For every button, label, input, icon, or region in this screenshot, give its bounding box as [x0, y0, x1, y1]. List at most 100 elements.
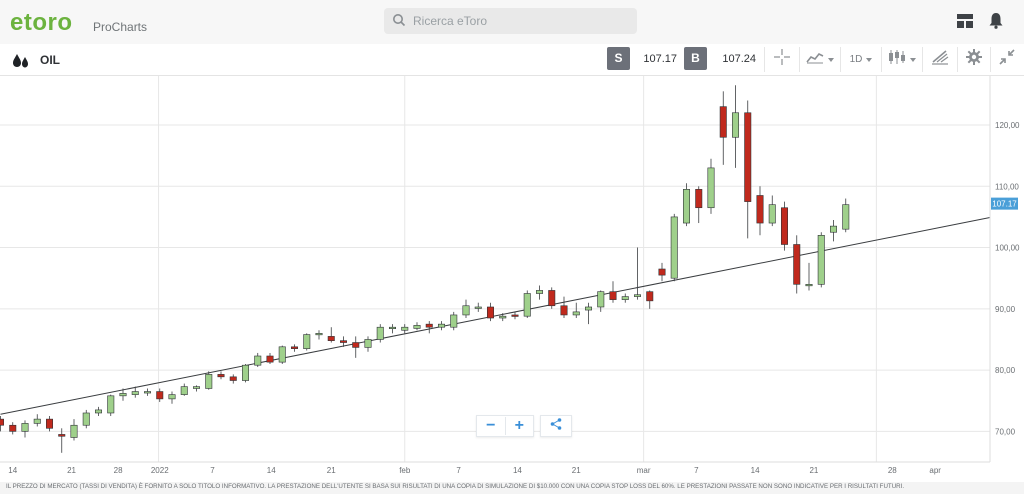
- candle[interactable]: [474, 302, 482, 312]
- candle[interactable]: [0, 416, 5, 432]
- timeframe-dropdown[interactable]: 1D: [840, 47, 881, 72]
- candle[interactable]: [842, 198, 850, 233]
- candle[interactable]: [658, 262, 666, 282]
- candle[interactable]: [303, 333, 311, 351]
- candle-body: [131, 391, 139, 395]
- candle[interactable]: [731, 85, 739, 168]
- etoro-logo[interactable]: etoro: [10, 9, 73, 36]
- candle[interactable]: [266, 352, 274, 364]
- candle-body: [719, 106, 727, 138]
- candle-body: [388, 326, 396, 330]
- candle[interactable]: [486, 302, 494, 322]
- candle[interactable]: [352, 336, 360, 358]
- candle[interactable]: [168, 391, 176, 404]
- candle[interactable]: [425, 321, 433, 334]
- candle-body: [315, 333, 323, 336]
- candle[interactable]: [180, 383, 188, 396]
- candle[interactable]: [95, 406, 103, 417]
- crosshair-button[interactable]: [764, 47, 799, 72]
- candle[interactable]: [327, 327, 335, 343]
- candle[interactable]: [229, 374, 237, 384]
- search-input[interactable]: Ricerca eToro: [384, 8, 637, 34]
- candle[interactable]: [242, 363, 250, 383]
- candle[interactable]: [450, 311, 458, 331]
- x-tick-label: mar: [637, 466, 651, 475]
- buy-button[interactable]: B: [684, 47, 707, 70]
- candle[interactable]: [401, 324, 409, 334]
- candle[interactable]: [217, 371, 225, 380]
- candle[interactable]: [45, 416, 53, 432]
- candle[interactable]: [535, 285, 543, 300]
- candle[interactable]: [388, 324, 396, 334]
- drawing-tools-button[interactable]: [922, 47, 957, 72]
- candle[interactable]: [548, 287, 556, 309]
- x-tick-label: 14: [267, 466, 276, 475]
- candle[interactable]: [315, 330, 323, 340]
- settings-button[interactable]: [957, 47, 990, 72]
- candles-dropdown[interactable]: [881, 47, 922, 72]
- candle[interactable]: [633, 247, 641, 300]
- candle[interactable]: [584, 302, 592, 325]
- candle[interactable]: [499, 313, 507, 322]
- chart-canvas[interactable]: 120,00 110,00 100,00 90,00 80,00 70,00 14 21 28 2…: [0, 76, 1024, 482]
- drawing-tools-icon: [931, 49, 949, 70]
- candle[interactable]: [144, 388, 152, 396]
- candle[interactable]: [744, 100, 752, 239]
- candle[interactable]: [817, 232, 825, 288]
- candle[interactable]: [707, 158, 715, 214]
- share-button[interactable]: [540, 415, 572, 437]
- candle[interactable]: [278, 345, 286, 364]
- candle[interactable]: [511, 311, 519, 320]
- candle[interactable]: [376, 324, 384, 343]
- candle[interactable]: [695, 186, 703, 224]
- candle[interactable]: [82, 409, 90, 429]
- sell-button[interactable]: S: [607, 47, 630, 70]
- candle[interactable]: [682, 183, 690, 227]
- price-chart[interactable]: 120,00 110,00 100,00 90,00 80,00 70,00 14 21 28 2…: [0, 76, 1024, 482]
- zoom-out-button[interactable]: −: [477, 417, 506, 435]
- candle[interactable]: [780, 201, 788, 251]
- candle[interactable]: [805, 262, 813, 291]
- candle[interactable]: [21, 420, 29, 438]
- candle[interactable]: [462, 299, 470, 319]
- candle[interactable]: [70, 419, 78, 441]
- candle[interactable]: [193, 385, 201, 392]
- candle[interactable]: [768, 195, 776, 227]
- candle[interactable]: [254, 352, 262, 368]
- candle[interactable]: [560, 296, 568, 319]
- disclaimer-text: IL PREZZO DI MERCATO (TASSI DI VENDITA) …: [6, 483, 905, 490]
- candle[interactable]: [829, 219, 837, 242]
- candle[interactable]: [437, 321, 445, 331]
- candle[interactable]: [413, 322, 421, 331]
- candle[interactable]: [609, 281, 617, 303]
- layout-icon[interactable]: [957, 14, 973, 33]
- candle[interactable]: [33, 414, 41, 427]
- zoom-in-button[interactable]: +: [514, 417, 524, 434]
- candle[interactable]: [621, 293, 629, 303]
- candle[interactable]: [339, 336, 347, 347]
- candle[interactable]: [156, 388, 164, 402]
- candle-body: [290, 346, 298, 349]
- candle[interactable]: [670, 213, 678, 282]
- chart-type-dropdown[interactable]: [799, 47, 840, 72]
- trendline[interactable]: [0, 217, 991, 415]
- candle[interactable]: [756, 186, 764, 236]
- notifications-bell-icon[interactable]: [989, 12, 1003, 34]
- candle[interactable]: [205, 371, 213, 390]
- collapse-button[interactable]: [990, 47, 1023, 72]
- candle[interactable]: [58, 428, 66, 453]
- candle[interactable]: [597, 290, 605, 312]
- candle[interactable]: [523, 290, 531, 319]
- candle[interactable]: [119, 388, 127, 401]
- candle[interactable]: [646, 290, 654, 309]
- x-tick-label: 7: [210, 466, 215, 475]
- candle-body: [462, 305, 470, 316]
- candle[interactable]: [364, 336, 372, 352]
- candle[interactable]: [107, 394, 115, 417]
- candle[interactable]: [290, 344, 298, 352]
- candle[interactable]: [9, 422, 17, 435]
- candle[interactable]: [131, 386, 139, 398]
- candle[interactable]: [793, 235, 801, 294]
- candle[interactable]: [572, 302, 580, 319]
- candle[interactable]: [719, 91, 727, 165]
